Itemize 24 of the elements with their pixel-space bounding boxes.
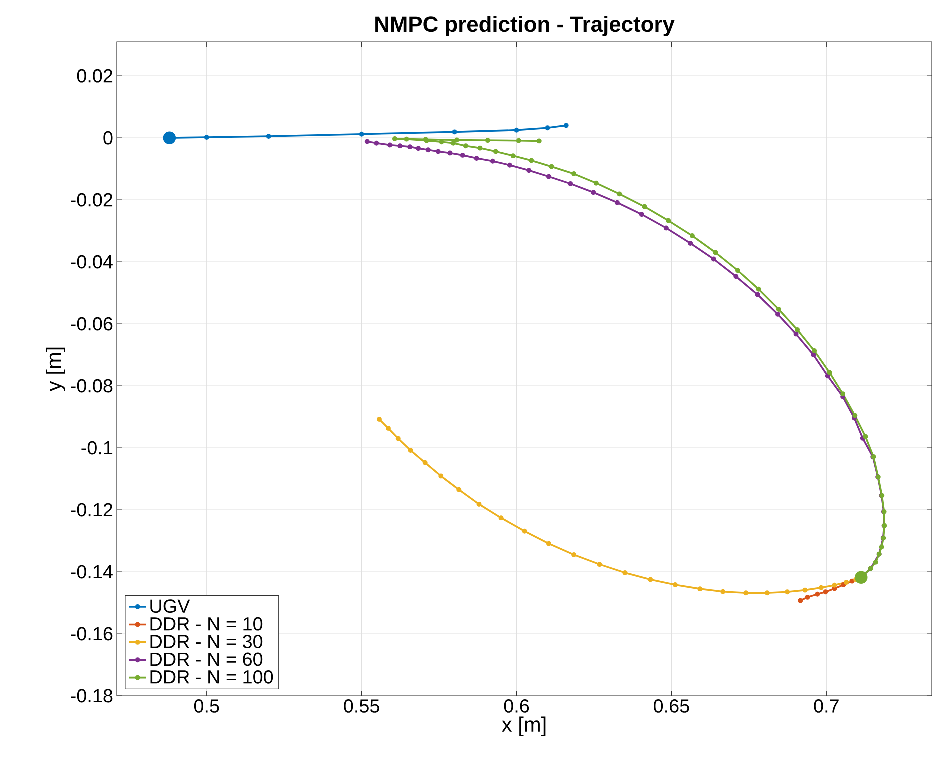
legend-label: UGV: [150, 600, 190, 614]
y-tick-label: 0.02: [77, 69, 113, 83]
y-axis-title: y [m]: [46, 348, 66, 392]
y-tick-label: -0.1: [82, 441, 113, 455]
y-tick-label: -0.04: [71, 255, 113, 269]
x-tick-label: 0.55: [344, 700, 380, 713]
x-tick-label: 0.5: [194, 700, 220, 713]
legend-label: DDR - N = 100: [150, 670, 274, 684]
y-tick-label: -0.02: [71, 193, 113, 207]
y-tick-label: -0.12: [71, 503, 113, 517]
legend-label: DDR - N = 60: [150, 652, 263, 666]
y-tick-label: -0.18: [71, 689, 113, 703]
legend-label: DDR - N = 30: [150, 635, 263, 648]
y-tick-label: -0.08: [71, 379, 113, 393]
y-tick-label: -0.06: [71, 317, 113, 331]
chart-title: NMPC prediction - Trajectory: [376, 16, 675, 36]
x-tick-label: 0.65: [654, 700, 690, 713]
y-tick-label: -0.16: [71, 627, 113, 641]
legend-label: DDR - N = 10: [150, 617, 263, 631]
x-axis-title: x [m]: [502, 716, 546, 736]
y-tick-label: -0.14: [71, 565, 113, 579]
x-tick-label: 0.6: [504, 700, 530, 713]
y-tick-label: 0: [104, 131, 113, 145]
x-tick-label: 0.7: [814, 700, 839, 713]
